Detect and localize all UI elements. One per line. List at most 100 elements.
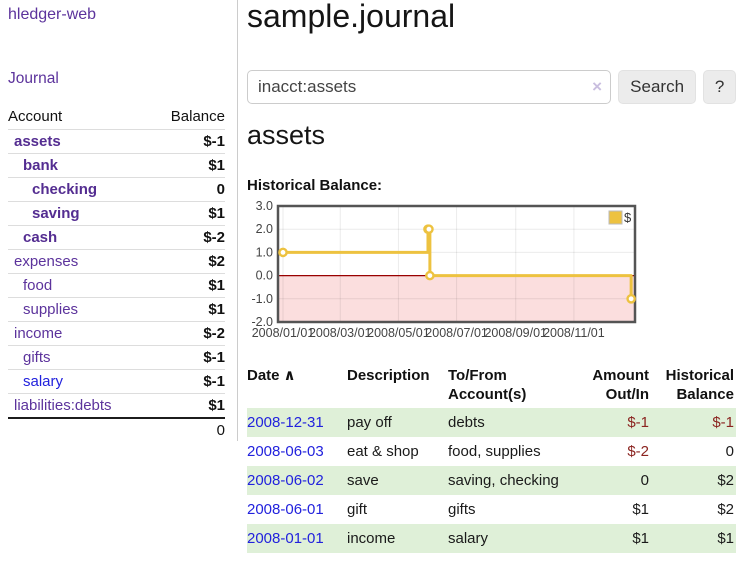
svg-text:3.0: 3.0 bbox=[256, 199, 273, 213]
register-table: Date ∧ Description To/From Account(s) Amo… bbox=[247, 362, 736, 553]
transaction-accounts: gifts bbox=[448, 501, 476, 518]
transaction-balance: $-1 bbox=[712, 414, 734, 431]
transaction-amount: $1 bbox=[632, 530, 649, 547]
account-row: income $-2 bbox=[8, 321, 225, 346]
transaction-date-link[interactable]: 2008-06-01 bbox=[247, 501, 324, 518]
register-col-description[interactable]: Description bbox=[347, 367, 430, 384]
app-brand-link[interactable]: hledger-web bbox=[8, 6, 97, 23]
register-col-balance[interactable]: Historical Balance bbox=[665, 367, 734, 403]
clear-search-icon[interactable]: × bbox=[592, 77, 602, 96]
account-balance: $1 bbox=[150, 153, 225, 178]
svg-text:2.0: 2.0 bbox=[256, 222, 273, 236]
register-row: 2008-06-02 save saving, checking 0 $2 bbox=[247, 466, 736, 495]
accounts-col-header: Account bbox=[8, 104, 151, 130]
account-balance: $2 bbox=[150, 249, 225, 274]
account-link[interactable]: food bbox=[23, 277, 53, 294]
account-balance: $-1 bbox=[150, 369, 225, 394]
register-col-date[interactable]: Date ∧ bbox=[247, 367, 296, 384]
account-link[interactable]: supplies bbox=[23, 301, 79, 318]
sidebar-item-journal[interactable]: Journal bbox=[8, 70, 59, 87]
account-balance: $-2 bbox=[150, 321, 225, 346]
account-row: assets $-1 bbox=[8, 129, 225, 154]
transaction-accounts: salary bbox=[448, 530, 489, 547]
search-button[interactable]: Search bbox=[618, 70, 697, 104]
transaction-date-link[interactable]: 2008-06-03 bbox=[247, 443, 324, 460]
accounts-total-row: 0 bbox=[8, 417, 225, 442]
account-row: cash $-2 bbox=[8, 225, 225, 250]
transaction-description: save bbox=[347, 472, 379, 489]
account-row: salary $-1 bbox=[8, 369, 225, 394]
transaction-date-link[interactable]: 2008-12-31 bbox=[247, 414, 324, 431]
sidebar: hledger-web Journal Account Balance asse… bbox=[0, 0, 238, 442]
sort-asc-icon: ∧ bbox=[283, 367, 296, 384]
account-balance: 0 bbox=[150, 177, 225, 202]
register-row: 2008-06-01 gift gifts $1 $2 bbox=[247, 495, 736, 524]
account-link[interactable]: liabilities:debts bbox=[14, 397, 112, 414]
transaction-balance: $1 bbox=[717, 530, 734, 547]
account-link[interactable]: assets bbox=[14, 133, 61, 150]
chart-title: Historical Balance: bbox=[247, 177, 383, 194]
account-link[interactable]: saving bbox=[32, 205, 80, 222]
account-link[interactable]: income bbox=[14, 325, 63, 342]
account-row: food $1 bbox=[8, 273, 225, 298]
account-row: expenses $2 bbox=[8, 249, 225, 274]
search-form: × Search ? bbox=[247, 70, 736, 104]
transaction-amount: $-1 bbox=[627, 414, 649, 431]
account-link[interactable]: checking bbox=[32, 181, 98, 198]
transaction-accounts: debts bbox=[448, 414, 485, 431]
transaction-description: gift bbox=[347, 501, 368, 518]
svg-text:2008/11/01: 2008/11/01 bbox=[543, 326, 605, 340]
transaction-balance: 0 bbox=[725, 443, 734, 460]
transaction-date-link[interactable]: 2008-06-02 bbox=[247, 472, 324, 489]
account-balance: $1 bbox=[150, 273, 225, 298]
register-row: 2008-12-31 pay off debts $-1 $-1 bbox=[247, 408, 736, 437]
transaction-accounts: saving, checking bbox=[448, 472, 559, 489]
transaction-description: income bbox=[347, 530, 396, 547]
account-link[interactable]: gifts bbox=[23, 349, 51, 366]
account-row: liabilities:debts $1 bbox=[8, 393, 225, 419]
transaction-balance: $2 bbox=[717, 472, 734, 489]
svg-text:1.0: 1.0 bbox=[256, 245, 273, 259]
svg-text:$: $ bbox=[624, 210, 632, 225]
svg-text:-1.0: -1.0 bbox=[251, 292, 273, 306]
transaction-balance: $2 bbox=[717, 501, 734, 518]
historical-balance-chart: $3.0 2.0 1.0 0.0 -1.0 -2.0 2008/01/01 2008/03/0… bbox=[245, 196, 645, 351]
svg-text:0.0: 0.0 bbox=[256, 269, 273, 283]
svg-text:2008/05/01: 2008/05/01 bbox=[367, 326, 430, 340]
accounts-total-value: 0 bbox=[150, 417, 225, 442]
help-button[interactable]: ? bbox=[703, 70, 736, 104]
transaction-description: eat & shop bbox=[347, 443, 419, 460]
account-balance: $1 bbox=[150, 201, 225, 226]
svg-text:2008/09/01: 2008/09/01 bbox=[484, 326, 547, 340]
register-row: 2008-01-01 income salary $1 $1 bbox=[247, 524, 736, 553]
svg-text:-2.0: -2.0 bbox=[251, 315, 273, 329]
account-row: checking 0 bbox=[8, 177, 225, 202]
svg-text:2008/07/01: 2008/07/01 bbox=[425, 326, 488, 340]
account-link[interactable]: expenses bbox=[14, 253, 79, 270]
register-col-amount[interactable]: Amount Out/In bbox=[592, 367, 649, 403]
transaction-description: pay off bbox=[347, 414, 392, 431]
svg-text:2008/01/01: 2008/01/01 bbox=[252, 326, 315, 340]
register-col-accounts[interactable]: To/From Account(s) bbox=[448, 367, 527, 403]
account-balance: $-2 bbox=[150, 225, 225, 250]
transaction-date-link[interactable]: 2008-01-01 bbox=[247, 530, 324, 547]
account-row: saving $1 bbox=[8, 201, 225, 226]
account-row: bank $1 bbox=[8, 153, 225, 178]
account-balance: $-1 bbox=[150, 345, 225, 370]
transaction-accounts: food, supplies bbox=[448, 443, 541, 460]
account-link[interactable]: salary bbox=[23, 373, 64, 390]
accounts-balance-table: Account Balance assets $-1 bank $1 checking 0… bbox=[8, 104, 225, 442]
account-link[interactable]: cash bbox=[23, 229, 58, 246]
transaction-amount: $-2 bbox=[627, 443, 649, 460]
page-title: sample.journal bbox=[247, 0, 456, 34]
account-row: gifts $-1 bbox=[8, 345, 225, 370]
balance-col-header: Balance bbox=[150, 104, 225, 130]
register-header-row: Date ∧ Description To/From Account(s) Amo… bbox=[247, 362, 736, 408]
account-balance: $1 bbox=[150, 393, 225, 419]
account-link[interactable]: bank bbox=[23, 157, 59, 174]
transaction-amount: 0 bbox=[640, 472, 649, 489]
search-input[interactable] bbox=[247, 70, 611, 104]
svg-text:2008/03/01: 2008/03/01 bbox=[309, 326, 372, 340]
transaction-amount: $1 bbox=[632, 501, 649, 518]
chart-svg: $3.0 2.0 1.0 0.0 -1.0 -2.02008/01/012008/03/0… bbox=[251, 199, 637, 340]
